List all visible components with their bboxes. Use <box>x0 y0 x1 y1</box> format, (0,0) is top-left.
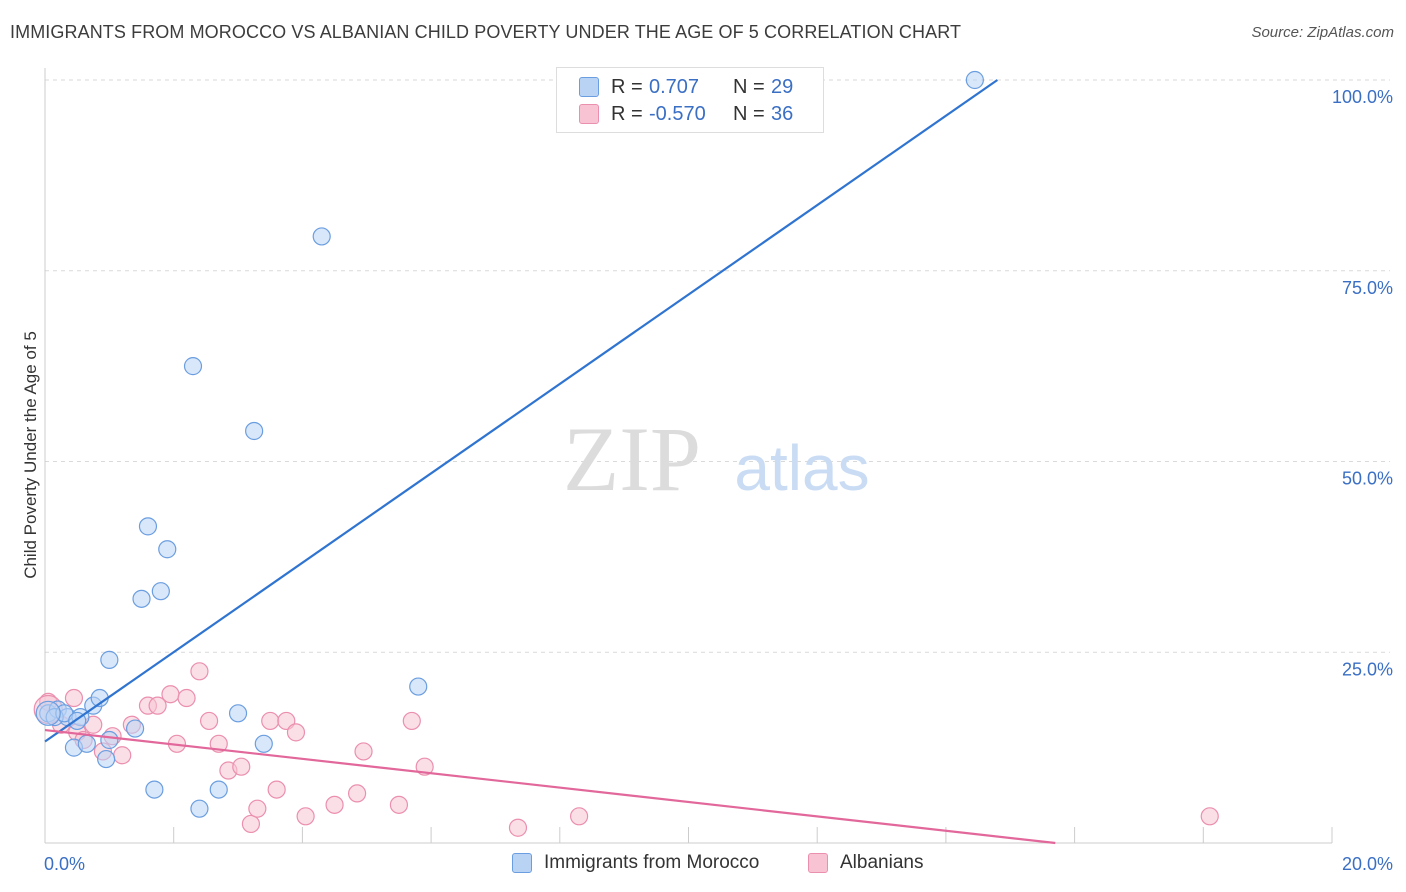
albanians-point <box>1200 807 1219 826</box>
morocco-point <box>35 700 61 726</box>
morocco-points <box>35 70 984 818</box>
albanians-point <box>286 723 306 742</box>
stats-legend: R = 0.707 N = 29 R = -0.570 N = 36 <box>556 67 824 133</box>
morocco-point <box>312 227 331 246</box>
legend-n-value: 29 <box>771 75 794 98</box>
morocco-point <box>132 589 151 608</box>
albanians-point <box>248 799 267 818</box>
legend-item-morocco: Immigrants from Morocco <box>512 852 759 874</box>
series-legend: Immigrants from Morocco Albanians <box>0 852 1406 878</box>
morocco-point <box>151 582 170 601</box>
morocco-point <box>97 749 116 769</box>
albanians-point <box>177 688 196 708</box>
y-tick-label: 25.0% <box>1342 659 1393 679</box>
watermark-atlas: atlas <box>734 432 869 504</box>
x-tick-label: 20.0% <box>1342 854 1393 874</box>
morocco-point <box>138 517 158 536</box>
albanians-point <box>64 688 84 708</box>
morocco-point <box>965 70 984 90</box>
morocco-point <box>254 734 273 753</box>
albanians-point <box>113 746 132 765</box>
watermark-zip: ZIP <box>563 408 701 510</box>
morocco-point <box>158 540 177 559</box>
source-label: Source: ZipAtlas.com <box>1251 24 1394 41</box>
morocco-point <box>190 799 209 818</box>
albanians-point <box>232 757 251 776</box>
morocco-point <box>228 704 248 723</box>
albanians-point <box>190 662 209 681</box>
albanians-point <box>261 711 280 731</box>
y-tick-label: 50.0% <box>1342 469 1393 489</box>
albanians-point <box>325 795 344 814</box>
albanians-point <box>199 711 219 731</box>
albanians-point <box>508 818 528 837</box>
legend-label-albanians: Albanians <box>840 852 924 873</box>
grid-lines <box>45 79 1390 653</box>
x-tick-label: 0.0% <box>44 854 85 874</box>
y-tick-label: 100.0% <box>1332 87 1393 107</box>
albanians-point <box>296 807 315 826</box>
legend-label-morocco: Immigrants from Morocco <box>544 852 760 873</box>
trend-lines <box>44 79 1056 845</box>
albanians-point <box>148 696 167 715</box>
chart-title: IMMIGRANTS FROM MOROCCO VS ALBANIAN CHIL… <box>10 22 962 42</box>
albanians-point <box>402 711 421 731</box>
legend-row-morocco: R = 0.707 N = 29 <box>579 74 793 100</box>
morocco-point <box>100 650 119 669</box>
axis-ticks: 25.0% 50.0% 75.0% 100.0% 0.0% 20.0% <box>44 87 1393 874</box>
morocco-trend-line <box>44 79 999 743</box>
albanians-point <box>570 807 589 826</box>
albanians-point <box>347 784 367 803</box>
legend-swatch-pink <box>579 104 599 124</box>
legend-n-value: 36 <box>771 102 794 125</box>
morocco-point <box>77 734 96 753</box>
morocco-point <box>125 719 145 738</box>
legend-swatch-blue <box>512 853 532 873</box>
morocco-point <box>409 677 428 696</box>
albanians-point <box>267 780 286 799</box>
morocco-point <box>209 780 228 799</box>
albanians-point <box>389 795 409 814</box>
legend-n-label: N = <box>733 102 765 125</box>
legend-r-value: -0.570 <box>649 102 706 125</box>
albanians-point <box>161 685 180 704</box>
legend-r-label: R = <box>611 75 643 98</box>
legend-swatch-pink <box>808 853 828 873</box>
legend-r-label: R = <box>611 102 643 125</box>
y-tick-label: 75.0% <box>1342 278 1393 298</box>
legend-n-label: N = <box>733 75 765 98</box>
albanians-trend-line <box>44 728 1056 845</box>
albanians-point <box>241 814 261 834</box>
legend-r-value: 0.707 <box>649 75 700 98</box>
morocco-point <box>245 421 264 441</box>
albanians-point <box>354 742 373 761</box>
legend-swatch-blue <box>579 77 599 97</box>
legend-row-albanians: R = -0.570 N = 36 <box>579 101 793 127</box>
morocco-point <box>145 780 164 799</box>
morocco-point <box>100 730 119 750</box>
morocco-point <box>183 357 203 376</box>
watermark: ZIP atlas <box>563 408 870 510</box>
legend-item-albanians: Albanians <box>808 852 923 874</box>
